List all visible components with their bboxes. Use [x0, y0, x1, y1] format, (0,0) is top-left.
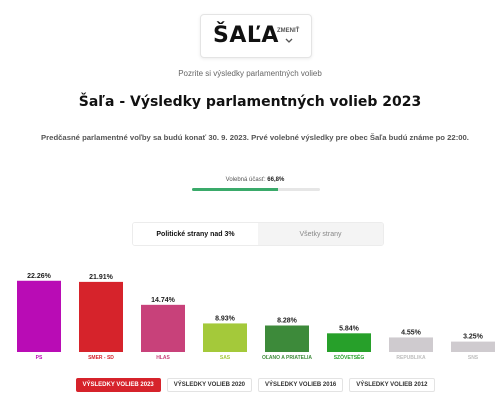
year-button-2020[interactable]: VÝSLEDKY VOLIEB 2020 — [166, 378, 252, 392]
bar-category-label-0: PS — [36, 355, 43, 361]
year-button-2023[interactable]: VÝSLEDKY VOLIEB 2023 — [75, 378, 161, 392]
town-name: ŠAĽA — [213, 23, 279, 48]
bar-0[interactable] — [17, 280, 61, 352]
bar-category-label-6: REPUBLIKA — [396, 355, 426, 361]
bar-value-label-4: 8.28% — [277, 318, 298, 325]
bar-value-label-1: 21.91% — [89, 274, 114, 281]
year-button-2016[interactable]: VÝSLEDKY VOLIEB 2016 — [258, 378, 344, 392]
bar-category-label-3: SAS — [220, 355, 231, 361]
tab-parties-over-3[interactable]: Politické strany nad 3% — [133, 223, 258, 245]
town-selector[interactable]: ŠAĽA ZMENIŤ — [200, 14, 312, 58]
bar-value-label-0: 22.26% — [27, 273, 52, 280]
bar-category-label-5: SZÖVETSÉG — [334, 353, 365, 361]
bar-value-label-2: 14.74% — [151, 297, 176, 304]
page-subtitle: Pozrite si výsledky parlamentných volieb — [178, 69, 322, 78]
bar-3[interactable] — [203, 323, 247, 352]
page-title: Šaľa - Výsledky parlamentných volieb 202… — [78, 94, 422, 110]
year-button-2012[interactable]: VÝSLEDKY VOLIEB 2012 — [349, 378, 435, 392]
bar-5[interactable] — [327, 333, 371, 352]
change-town-label[interactable]: ZMENIŤ — [277, 28, 300, 34]
year-buttons: VÝSLEDKY VOLIEB 2023 VÝSLEDKY VOLIEB 202… — [0, 378, 500, 392]
turnout-bar — [192, 188, 320, 191]
bar-6[interactable] — [389, 337, 433, 352]
bar-category-label-2: HLAS — [156, 355, 170, 361]
bar-2[interactable] — [141, 304, 185, 352]
bar-7[interactable] — [451, 341, 495, 352]
bar-value-label-5: 5.84% — [339, 325, 360, 332]
turnout-label-text: Volebná účasť: — [225, 177, 266, 183]
bar-category-label-4: OĽANO A PRIATELIA — [262, 355, 312, 361]
chevron-down-icon[interactable] — [284, 37, 294, 45]
bar-value-label-7: 3.25% — [463, 334, 484, 341]
turnout-bar-fill — [192, 188, 278, 191]
bar-4[interactable] — [265, 325, 309, 352]
bar-value-label-3: 8.93% — [215, 315, 236, 322]
party-filter-tabs: Politické strany nad 3% Všetky strany — [132, 222, 384, 246]
bar-category-label-1: SMER - SD — [88, 355, 114, 361]
bar-category-label-7: SNS — [468, 355, 479, 361]
turnout-label: Volebná účasť: 66,8% — [0, 177, 500, 183]
bar-value-label-6: 4.55% — [401, 329, 422, 336]
tab-all-parties[interactable]: Všetky strany — [258, 223, 383, 245]
turnout-value: 66,8% — [267, 177, 285, 183]
bar-1[interactable] — [79, 281, 123, 352]
election-info-text: Predčasné parlamentné voľby sa budú kona… — [41, 133, 469, 142]
